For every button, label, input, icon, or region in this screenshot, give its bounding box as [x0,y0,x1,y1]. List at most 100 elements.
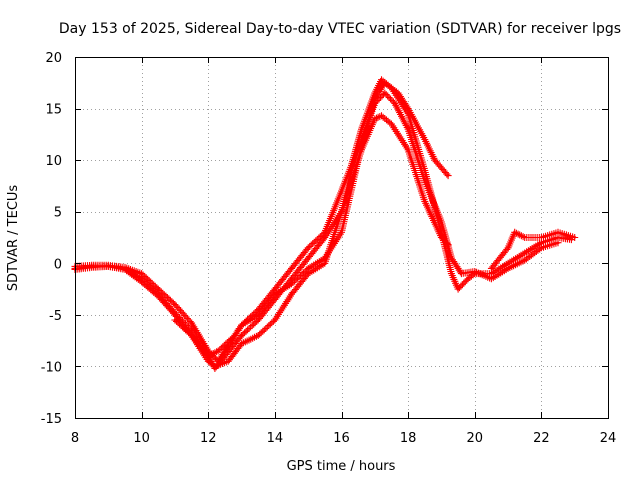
data-point [423,200,426,203]
data-point [257,334,260,337]
data-point [556,241,560,244]
data-point [273,293,277,296]
data-point [406,148,410,151]
data-point [490,277,493,280]
data-point [406,128,410,131]
chart-title: Day 153 of 2025, Sidereal Day-to-day VTE… [59,21,621,37]
axis-ticks: 8 10 12 14 16 18 20 22 24 -15 -10 -5 0 5 10 15 20 [41,51,617,446]
data-point [323,256,326,260]
data-point [290,277,293,280]
data-point [217,349,220,353]
y-axis-label: SDTVAR / TECUs [6,185,21,292]
data-point [90,265,93,268]
data-point [433,158,436,162]
plus-markers [71,89,562,370]
series-track-c [71,89,562,370]
data-point [340,189,343,193]
data-point [323,231,326,234]
data-point [460,272,463,275]
data-point [190,321,193,325]
data-point [357,158,360,162]
data-point [207,354,210,358]
data-point [380,78,383,81]
data-point [373,117,376,121]
data-point [173,303,177,306]
data-point [523,251,526,255]
data-point [506,262,510,265]
data-point [290,293,293,296]
data-point [157,295,160,298]
data-point [423,179,426,182]
data-point [556,231,560,234]
data-point [190,334,193,337]
data-point [573,236,576,239]
data-point [213,365,217,368]
data-point [456,287,460,291]
data-point [450,272,453,275]
data-point [466,277,470,280]
data-point [423,138,426,141]
x-tick-label: 16 [333,431,350,446]
data-point [396,91,400,95]
x-tick-label: 8 [71,431,79,446]
data-point [273,287,277,291]
x-tick-label: 24 [600,431,617,446]
data-point [406,107,410,110]
data-point [506,246,510,249]
y-tick-label: -5 [49,309,62,324]
data-point [393,102,396,105]
y-tick-label: 0 [54,257,62,272]
data-point [523,236,526,239]
data-point [373,97,376,100]
x-axis-label: GPS time / hours [287,459,396,474]
data-point [446,174,450,177]
data-point [227,360,230,363]
y-tick-label: 20 [45,51,62,66]
x-tick-label: 12 [200,431,217,446]
data-point [350,169,353,172]
data-point [450,256,453,260]
data-point [383,91,386,95]
data-point [140,272,143,275]
data-point [123,268,127,271]
data-point [506,267,510,270]
y-tick-label: -10 [41,360,62,375]
data-point [207,360,210,363]
data-point [440,220,443,224]
x-tick-label: 14 [267,431,284,446]
x-tick-label: 20 [466,431,483,446]
data-point [233,334,237,337]
data-point [307,246,310,249]
data-point [383,81,386,85]
x-tick-label: 22 [533,431,550,446]
data-point [540,236,543,239]
data-point [390,122,393,126]
data-point [240,342,243,345]
plus-markers [71,76,575,365]
data-point [340,231,343,234]
data-point [173,318,177,322]
data-series [71,76,579,372]
data-point [307,256,310,260]
data-point [473,270,476,273]
data-point [490,267,493,270]
y-tick-label: 5 [54,206,62,221]
y-tick-label: 10 [45,154,62,169]
data-point [523,259,526,262]
data-point [257,313,260,317]
y-tick-label: -15 [41,412,62,427]
series-track-b [71,76,575,365]
data-point [140,280,143,284]
data-point [257,318,260,322]
data-point [173,313,177,317]
data-point [556,236,560,239]
data-point [540,246,543,249]
data-point [323,262,326,265]
series-track-d [171,79,452,360]
data-point [490,272,493,275]
data-point [307,267,310,270]
data-point [513,231,516,234]
data-point [107,265,110,268]
data-point [340,210,343,213]
x-tick-label: 18 [400,431,417,446]
